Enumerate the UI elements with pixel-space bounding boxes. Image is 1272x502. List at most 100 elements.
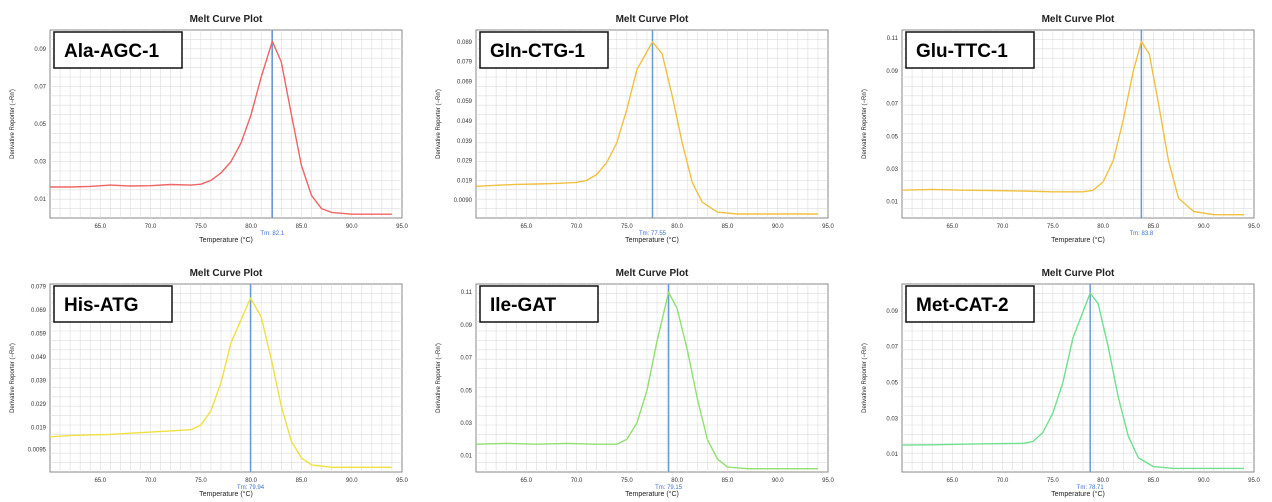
melt-curve-line (901, 40, 1244, 216)
x-tick-label: 90.0 (346, 478, 358, 484)
y-tick-label: 0.059 (31, 331, 47, 337)
y-axis-label: Derivative Reporter (−Rn') (862, 343, 868, 413)
y-tick-label: 0.03 (34, 160, 46, 166)
y-tick-label: 0.069 (31, 308, 47, 314)
x-tick-label: 95.0 (1248, 224, 1260, 230)
y-tick-label: 0.05 (34, 122, 46, 128)
melt-curve-panel: Melt Curve Plot 65.0 70.0 75.0 80.0 85.0 90.0 9… (426, 8, 846, 248)
y-tick-label: 0.05 (886, 380, 898, 386)
y-tick-label: 0.019 (457, 178, 473, 184)
y-tick-label: 0.039 (31, 378, 47, 384)
y-tick-label: 0.07 (886, 102, 898, 108)
x-axis-label: Temperature (°C) (625, 490, 679, 498)
melt-curve-panel: Melt Curve Plot 65.0 70.0 75.0 80.0 85.0 90.0 9… (0, 8, 420, 248)
target-label-box (479, 285, 599, 323)
x-axis-label: Temperature (°C) (199, 236, 253, 244)
x-axis-label: Temperature (°C) (1051, 236, 1105, 244)
x-tick-label: 95.0 (822, 478, 834, 484)
x-tick-label: 75.0 (195, 224, 207, 230)
target-label: Glu-TTC-1 (916, 41, 1008, 62)
y-tick-label: 0.049 (31, 355, 47, 361)
y-tick-label: 0.049 (457, 119, 473, 125)
x-tick-label: 75.0 (1047, 224, 1059, 230)
y-tick-label: 0.01 (34, 197, 46, 203)
y-tick-label: 0.07 (460, 356, 472, 362)
y-axis-label: Derivative Reporter (−Rn') (10, 89, 16, 159)
y-tick-label: 0.059 (457, 99, 473, 105)
melt-curve-panel: Melt Curve Plot 65.0 70.0 75.0 80.0 85.0 90.0 9… (426, 262, 846, 502)
y-tick-label: 0.09 (886, 69, 898, 75)
y-tick-label: 0.01 (460, 454, 472, 460)
x-tick-label: 90.0 (346, 224, 358, 230)
melt-curve-chart: Melt Curve Plot 65.0 70.0 75.0 80.0 85.0 90.0 9… (862, 268, 1260, 498)
y-tick-label: 0.01 (886, 452, 898, 458)
melt-curve-panel: Melt Curve Plot 65.0 70.0 75.0 80.0 85.0 90.0 9… (0, 262, 420, 502)
x-tick-label: 95.0 (396, 224, 408, 230)
x-tick-label: 65.0 (946, 478, 958, 484)
x-tick-label: 70.0 (997, 478, 1009, 484)
chart-title: Melt Curve Plot (190, 14, 263, 25)
y-tick-label: 0.039 (457, 139, 473, 145)
y-tick-label: 0.11 (461, 290, 473, 296)
x-tick-label: 75.0 (195, 478, 207, 484)
x-tick-label: 70.0 (571, 224, 583, 230)
x-tick-label: 75.0 (1047, 478, 1059, 484)
x-tick-label: 65.0 (94, 478, 106, 484)
melt-curve-line (475, 291, 818, 470)
y-tick-label: 0.09 (886, 309, 898, 315)
x-tick-label: 75.0 (621, 224, 633, 230)
target-label: His-ATG (64, 295, 139, 316)
x-tick-label: 80.0 (1097, 224, 1109, 230)
y-tick-label: 0.0095 (28, 448, 47, 454)
tm-label: Tm: 77.55 (639, 231, 667, 237)
x-tick-label: 70.0 (145, 478, 157, 484)
y-tick-label: 0.07 (34, 84, 46, 90)
x-tick-label: 80.0 (671, 224, 683, 230)
y-tick-label: 0.079 (31, 284, 47, 290)
chart-title: Melt Curve Plot (190, 268, 263, 279)
y-tick-label: 0.05 (886, 134, 898, 140)
y-tick-label: 0.03 (886, 416, 898, 422)
x-tick-label: 90.0 (1198, 478, 1210, 484)
y-axis-label: Derivative Reporter (−Rn') (436, 89, 442, 159)
x-tick-label: 90.0 (772, 478, 784, 484)
x-axis-label: Temperature (°C) (625, 236, 679, 244)
x-tick-label: 85.0 (722, 224, 734, 230)
melt-curve-line (475, 41, 818, 215)
y-axis-label: Derivative Reporter (−Rn') (862, 89, 868, 159)
x-tick-label: 70.0 (997, 224, 1009, 230)
y-tick-label: 0.09 (460, 323, 472, 329)
x-tick-label: 80.0 (245, 478, 257, 484)
melt-curve-line (49, 297, 392, 469)
x-tick-label: 75.0 (621, 478, 633, 484)
y-tick-label: 0.09 (34, 47, 46, 53)
x-axis-label: Temperature (°C) (199, 490, 253, 498)
x-tick-label: 85.0 (1148, 478, 1160, 484)
y-axis-label: Derivative Reporter (−Rn') (10, 343, 16, 413)
tm-label: Tm: 78.71 (1077, 485, 1105, 491)
x-tick-label: 80.0 (671, 478, 683, 484)
tm-label: Tm: 79.94 (237, 485, 265, 491)
x-tick-label: 85.0 (722, 478, 734, 484)
target-label-box (905, 31, 1035, 69)
tm-label: Tm: 82.1 (260, 231, 284, 237)
target-label-box (905, 285, 1035, 323)
melt-curve-panel: Melt Curve Plot 65.0 70.0 75.0 80.0 85.0 90.0 9… (852, 8, 1272, 248)
y-tick-label: 0.05 (460, 388, 472, 394)
x-tick-label: 65.0 (520, 224, 532, 230)
y-axis-label: Derivative Reporter (−Rn') (436, 343, 442, 413)
y-tick-label: 0.0090 (454, 198, 473, 204)
target-label-box (53, 31, 183, 69)
chart-title: Melt Curve Plot (1042, 268, 1115, 279)
melt-curve-chart: Melt Curve Plot 65.0 70.0 75.0 80.0 85.0 90.0 9… (862, 14, 1260, 244)
x-tick-label: 80.0 (245, 224, 257, 230)
y-tick-label: 0.029 (457, 159, 473, 165)
x-tick-label: 70.0 (571, 478, 583, 484)
tm-label: Tm: 83.8 (1130, 231, 1154, 237)
chart-title: Melt Curve Plot (616, 14, 689, 25)
x-tick-label: 95.0 (822, 224, 834, 230)
x-axis-label: Temperature (°C) (1051, 490, 1105, 498)
target-label: Met-CAT-2 (916, 295, 1009, 316)
melt-curve-line (50, 40, 392, 215)
melt-curve-chart: Melt Curve Plot 65.0 70.0 75.0 80.0 85.0 90.0 9… (436, 14, 834, 244)
